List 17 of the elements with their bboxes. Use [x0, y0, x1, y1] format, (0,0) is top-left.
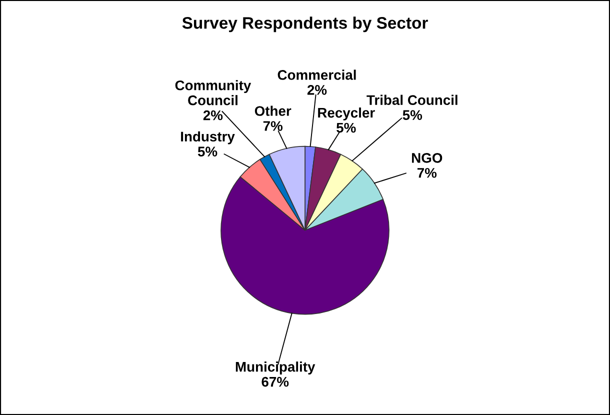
data-label: 7% [417, 168, 437, 178]
data-label: 67% [262, 376, 289, 387]
slice-label: Other [254, 106, 292, 116]
slice-label: Recycler [318, 107, 375, 120]
slice-label: Industry [181, 131, 235, 144]
slice-label: Commercial [278, 70, 356, 80]
data-label: 5% [336, 122, 356, 133]
data-label: 5% [198, 146, 218, 156]
chart-title: Survey Respondents by Sector [182, 16, 428, 32]
slice-label: NGO [412, 153, 442, 163]
slice-label: Municipality [236, 362, 316, 374]
data-label: 2% [203, 110, 223, 120]
data-label: 5% [402, 110, 422, 120]
data-label: 7% [263, 121, 283, 131]
slice-label: Community Council [175, 80, 252, 106]
slice-label: Tribal Council [366, 94, 458, 106]
data-label: 2% [307, 85, 327, 95]
